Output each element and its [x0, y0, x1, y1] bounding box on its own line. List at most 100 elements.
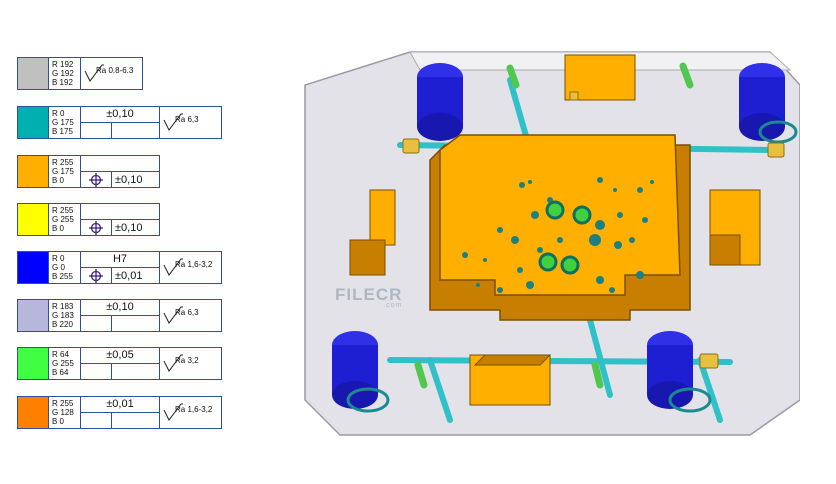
roughness-value: Ra 1,6-3,2 [175, 405, 213, 414]
tolerance-cell: ±0,10 [81, 299, 160, 332]
tolerance-cell: ±0,10 [81, 203, 160, 236]
roughness-cell: Ra 1,6-3,2 [160, 251, 222, 284]
roughness-value: Ra 6,3 [175, 115, 199, 124]
leader-pillars [332, 63, 798, 413]
position-icon [81, 123, 112, 138]
tolerance-cell: ±0,05 [81, 347, 160, 380]
color-swatch [17, 57, 49, 90]
core-holes [462, 177, 654, 293]
color-swatch [17, 203, 49, 236]
guide-pins [414, 62, 694, 389]
core-hole [545, 200, 565, 220]
tolerance-bottom: ±0,01 [115, 269, 143, 282]
core-hole [537, 247, 543, 253]
core-hole [531, 211, 539, 219]
roughness-cell: Ra 6,3 [160, 106, 222, 139]
tolerance-top: ±0,01 [81, 397, 159, 413]
tolerance-cell: ±0,10 [81, 106, 160, 139]
legend-row: R 192 G 192 B 192 Ra 0.8-6.3 [17, 57, 143, 90]
watermark-brand: FILECR [335, 285, 403, 304]
tolerance-top [81, 204, 159, 220]
rgb-values: R 255 G 255 B 0 [49, 203, 81, 236]
rgb-values: R 255 G 128 B 0 [49, 396, 81, 429]
core-hole [642, 217, 648, 223]
core-hole [526, 281, 534, 289]
core-hole [636, 271, 644, 279]
tolerance-top: ±0,10 [81, 107, 159, 123]
roughness-cell: Ra 3,2 [160, 347, 222, 380]
mold-assembly-illustration [304, 51, 800, 436]
core-hole [497, 227, 503, 233]
tolerance-bottom [112, 364, 159, 379]
core-hole [511, 236, 519, 244]
roughness-cell: Ra 1,6-3,2 [160, 396, 222, 429]
brass-fittings [402, 91, 785, 369]
core-hole [476, 283, 480, 287]
color-swatch [17, 299, 49, 332]
legend-row: R 64 G 255 B 64 ±0,05 Ra 3,2 [17, 347, 222, 380]
tolerance-cell: ±0,01 [81, 396, 160, 429]
core-hole [483, 258, 487, 262]
legend-row: R 255 G 175 B 0 ±0,10 [17, 155, 160, 188]
position-icon [81, 413, 112, 428]
core-hole [557, 237, 563, 243]
position-icon [81, 364, 112, 379]
position-icon [81, 316, 112, 331]
rgb-values: R 183 G 183 B 220 [49, 299, 81, 332]
color-swatch [17, 106, 49, 139]
tolerance-top: H7 [81, 252, 159, 268]
position-icon [81, 172, 112, 187]
roughness-cell: Ra 6,3 [160, 299, 222, 332]
core-hole [637, 187, 643, 193]
core-hole [609, 287, 615, 293]
tolerance-bottom: ±0,10 [115, 173, 143, 186]
core-hole [596, 276, 604, 284]
core-hole [617, 212, 623, 218]
legend-row: R 255 G 128 B 0 ±0,01 Ra 1,6-3,2 [17, 396, 222, 429]
core-hole [650, 180, 654, 184]
rgb-values: R 192 G 192 B 192 [49, 57, 81, 90]
core-hole [597, 177, 603, 183]
tolerance-cell: H7 ±0,01 [81, 251, 160, 284]
tolerance-bottom: ±0,10 [115, 221, 143, 234]
tolerance-bottom [112, 413, 159, 428]
core-hole [519, 182, 525, 188]
core-hole [528, 180, 532, 184]
core-hole [629, 237, 635, 243]
legend-row: R 255 G 255 B 0 ±0,10 [17, 203, 160, 236]
roughness-value: Ra 6,3 [175, 308, 199, 317]
legend-row: R 183 G 183 B 220 ±0,10 Ra 6,3 [17, 299, 222, 332]
tolerance-bottom [112, 316, 159, 331]
watermark-sub: .com [383, 302, 403, 309]
color-swatch [17, 396, 49, 429]
watermark: FILECR .com [335, 285, 402, 309]
tolerance-cell: ±0,10 [81, 155, 160, 188]
color-swatch [17, 155, 49, 188]
core-insert [429, 134, 691, 321]
tolerance-top [81, 156, 159, 172]
core-hole [589, 234, 601, 246]
core-hole [462, 252, 468, 258]
core-hole [614, 241, 622, 249]
roughness-value: Ra 0.8-6.3 [96, 66, 134, 75]
core-hole [572, 205, 592, 225]
rgb-values: R 255 G 175 B 0 [49, 155, 81, 188]
position-icon [81, 268, 112, 283]
core-hole [595, 220, 605, 230]
roughness-value: Ra 1,6-3,2 [175, 260, 213, 269]
core-hole [517, 267, 523, 273]
tolerance-top: ±0,10 [81, 300, 159, 316]
rgb-values: R 64 G 255 B 64 [49, 347, 81, 380]
core-hole [560, 255, 580, 275]
color-swatch [17, 251, 49, 284]
tolerance-top: ±0,05 [81, 348, 159, 364]
side-slides [349, 54, 761, 406]
roughness-value: Ra 3,2 [175, 356, 199, 365]
core-hole [538, 252, 558, 272]
core-hole [613, 188, 617, 192]
position-icon [81, 220, 112, 235]
